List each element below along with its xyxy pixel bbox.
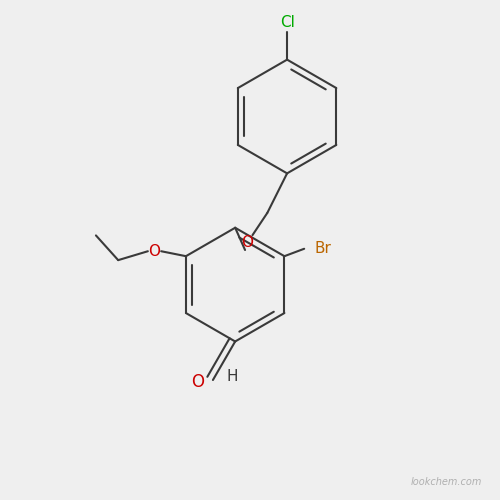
Text: O: O (192, 374, 204, 392)
Text: Cl: Cl (280, 15, 294, 30)
Text: O: O (242, 235, 254, 250)
Text: H: H (227, 368, 238, 384)
Text: O: O (148, 244, 160, 258)
Text: Br: Br (314, 242, 331, 256)
Text: lookchem.com: lookchem.com (411, 478, 482, 488)
